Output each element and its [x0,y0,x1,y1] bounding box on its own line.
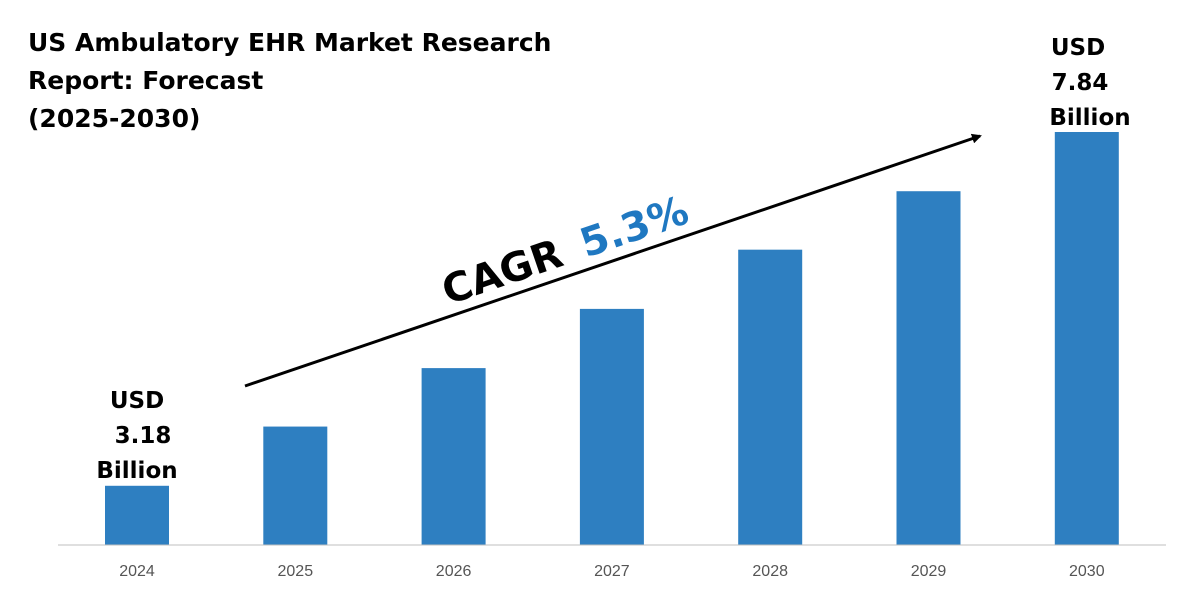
end-label-line: Billion [1049,105,1130,131]
x-tick-label: 2025 [278,563,314,580]
bar-2024 [105,485,169,545]
end-label-line: USD [1051,35,1105,61]
x-tick-label: 2026 [436,563,472,580]
title-line: (2025-2030) [28,104,201,133]
start-label-line: 3.18 [115,423,172,449]
trend-arrow [244,133,982,388]
start-value-label: USD 3.18 Billion [96,388,177,484]
title-line: US Ambulatory EHR Market Research [28,28,552,57]
cagr-value: 5.3% [574,188,694,267]
x-tick-label: 2027 [594,563,630,580]
bar-2026 [421,368,486,545]
bar-2028 [738,249,803,546]
x-tick-label: 2030 [1069,563,1105,580]
end-label-line: 7.84 [1052,70,1109,96]
bar-2025 [263,426,328,545]
bar-2030 [1054,132,1119,545]
x-tick-label: 2024 [119,563,155,580]
end-value-label: USD 7.84 Billion [1049,35,1130,131]
x-tick-label: 2028 [752,563,788,580]
chart-title: US Ambulatory EHR Market Research Report… [28,24,551,138]
bar-2029 [896,191,961,545]
start-label-line: Billion [96,458,177,484]
start-label-line: USD [110,388,164,414]
cagr-label: CAGR [436,231,568,315]
cagr-annotation: CAGR 5.3% [436,188,694,315]
title-line: Report: Forecast [28,66,264,95]
bar-2027 [579,308,644,545]
x-tick-label: 2029 [911,563,947,580]
